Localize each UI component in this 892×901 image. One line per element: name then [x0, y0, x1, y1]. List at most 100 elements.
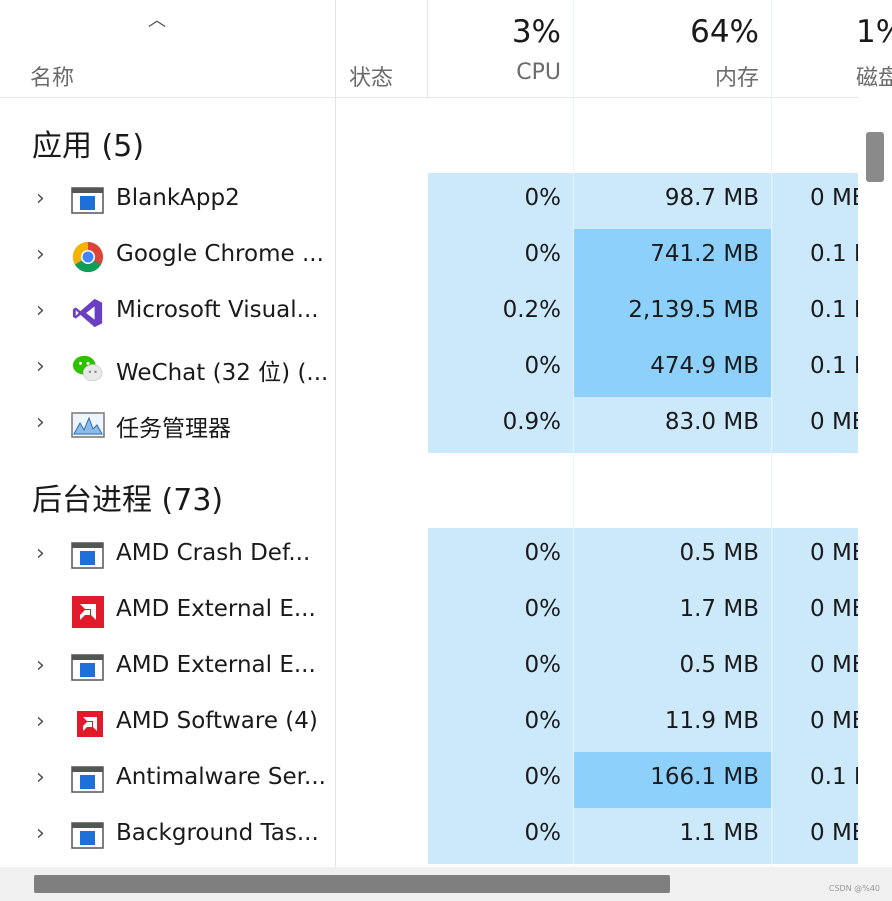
disk-value: 0 MB	[810, 540, 858, 566]
cpu-value: 0%	[524, 820, 562, 846]
memory-cell: 0.5 MB	[574, 640, 771, 696]
wechat-icon	[72, 355, 103, 382]
process-row[interactable]: › Microsoft Visual... 0.2% 2,139.5 MB 0.…	[0, 285, 858, 341]
cpu-cell: 0%	[428, 640, 573, 696]
app-window-icon	[71, 654, 104, 681]
process-name: AMD External E...	[116, 652, 316, 678]
app-window-icon	[71, 542, 104, 569]
process-name: AMD Software (4)	[116, 708, 318, 734]
disk-value: 0.1 MB	[810, 241, 858, 267]
process-row[interactable]: › 任务管理器 0.9% 83.0 MB 0 MB	[0, 397, 858, 453]
cpu-cell: 0%	[428, 229, 573, 285]
process-row[interactable]: AMD External E... 0% 1.7 MB 0 MB	[0, 584, 858, 640]
cpu-column-label: CPU	[516, 60, 561, 85]
memory-cell: 83.0 MB	[574, 397, 771, 453]
expand-chevron-icon[interactable]: ›	[36, 709, 45, 734]
column-divider	[771, 0, 772, 867]
cpu-cell: 0%	[428, 173, 573, 229]
process-row[interactable]: › WeChat (32 位) (... 0% 474.9 MB 0.1 MB	[0, 341, 858, 397]
cpu-value: 0%	[524, 241, 562, 267]
process-name: AMD External E...	[116, 596, 316, 622]
cpu-column-header[interactable]: 3% CPU	[428, 0, 573, 97]
cpu-value: 0%	[524, 764, 562, 790]
disk-cell: 0 MB	[772, 173, 858, 229]
horizontal-scrollbar-thumb[interactable]	[34, 875, 670, 893]
cpu-cell: 0%	[428, 341, 573, 397]
column-header: ︿ 名称 状态 3% CPU 64% 内存 1% 磁盘	[0, 0, 892, 98]
visual-studio-icon	[72, 298, 103, 328]
disk-cell: 0.1 MB	[772, 285, 858, 341]
disk-value: 0.1 MB	[810, 764, 858, 790]
process-name: WeChat (32 位) (...	[116, 360, 326, 386]
cpu-value: 0%	[524, 353, 562, 379]
memory-value: 11.9 MB	[664, 708, 759, 734]
process-row[interactable]: › Background Tas... 0% 1.1 MB 0 MB	[0, 808, 858, 864]
process-name: Microsoft Visual...	[116, 297, 319, 323]
apps-group-title: 应用 (5)	[32, 129, 145, 164]
vertical-scrollbar[interactable]	[858, 97, 892, 867]
vertical-scrollbar-thumb[interactable]	[866, 132, 884, 182]
expand-chevron-icon[interactable]: ›	[36, 242, 45, 267]
memory-value: 0.5 MB	[679, 540, 759, 566]
disk-cell: 0 MB	[772, 640, 858, 696]
memory-value: 98.7 MB	[664, 185, 759, 211]
memory-cell: 1.1 MB	[574, 808, 771, 864]
expand-chevron-icon[interactable]: ›	[36, 410, 45, 435]
memory-value: 83.0 MB	[664, 409, 759, 435]
process-row[interactable]: › Google Chrome ... 0% 741.2 MB 0.1 MB	[0, 229, 858, 285]
memory-cell: 0.5 MB	[574, 528, 771, 584]
disk-cell: 0 MB	[772, 696, 858, 752]
disk-total-percent: 1%	[856, 14, 892, 50]
disk-value: 0 MB	[810, 820, 858, 846]
disk-cell: 0 MB	[772, 397, 858, 453]
app-window-icon	[71, 822, 104, 849]
name-column-label: 名称	[30, 66, 75, 91]
memory-cell: 1.7 MB	[574, 584, 771, 640]
disk-cell: 0.1 MB	[772, 341, 858, 397]
process-row[interactable]: › BlankApp2 0% 98.7 MB 0 MB	[0, 173, 858, 229]
column-divider	[573, 0, 574, 867]
disk-cell: 0 MB	[772, 584, 858, 640]
cpu-value: 0.2%	[502, 297, 561, 323]
cpu-value: 0%	[524, 652, 562, 678]
process-row[interactable]: › AMD External E... 0% 0.5 MB 0 MB	[0, 640, 858, 696]
cpu-value: 0%	[524, 596, 562, 622]
process-row[interactable]: › AMD Software (4) 0% 11.9 MB 0 MB	[0, 696, 858, 752]
memory-value: 1.7 MB	[679, 596, 759, 622]
process-row[interactable]: › AMD Crash Def... 0% 0.5 MB 0 MB	[0, 528, 858, 584]
status-column-label: 状态	[349, 66, 394, 91]
memory-column-header[interactable]: 64% 内存	[574, 0, 771, 97]
process-name: Google Chrome ...	[116, 241, 324, 267]
column-divider	[335, 0, 336, 867]
task-manager-icon	[71, 412, 105, 438]
cpu-cell: 0.9%	[428, 397, 573, 453]
expand-chevron-icon[interactable]: ›	[36, 186, 45, 211]
disk-value: 0 MB	[810, 708, 858, 734]
memory-value: 166.1 MB	[650, 764, 759, 790]
memory-value: 2,139.5 MB	[628, 297, 759, 323]
expand-chevron-icon[interactable]: ›	[36, 298, 45, 323]
cpu-cell: 0%	[428, 584, 573, 640]
expand-chevron-icon[interactable]: ›	[36, 653, 45, 678]
process-name: 任务管理器	[116, 416, 231, 442]
name-column-header[interactable]: ︿ 名称	[0, 0, 335, 97]
process-list: 应用 (5) › BlankApp2 0% 98.7 MB 0 MB › Goo…	[0, 97, 858, 867]
disk-column-header[interactable]: 1% 磁盘	[772, 0, 892, 97]
memory-value: 1.1 MB	[679, 820, 759, 846]
expand-chevron-icon[interactable]: ›	[36, 821, 45, 846]
disk-value: 0 MB	[810, 185, 858, 211]
memory-column-label: 内存	[714, 66, 759, 91]
disk-value: 0.1 MB	[810, 353, 858, 379]
expand-chevron-icon[interactable]: ›	[36, 354, 45, 379]
disk-value: 0.1 MB	[810, 297, 858, 323]
process-row[interactable]: › Antimalware Ser... 0% 166.1 MB 0.1 MB	[0, 752, 858, 808]
process-name: Background Tas...	[116, 820, 319, 846]
memory-value: 0.5 MB	[679, 652, 759, 678]
expand-chevron-icon[interactable]: ›	[36, 541, 45, 566]
disk-cell: 0 MB	[772, 808, 858, 864]
amd-icon	[77, 711, 103, 737]
memory-cell: 11.9 MB	[574, 696, 771, 752]
status-column-header[interactable]: 状态	[336, 0, 427, 97]
expand-chevron-icon[interactable]: ›	[36, 765, 45, 790]
process-name: AMD Crash Def...	[116, 540, 311, 566]
